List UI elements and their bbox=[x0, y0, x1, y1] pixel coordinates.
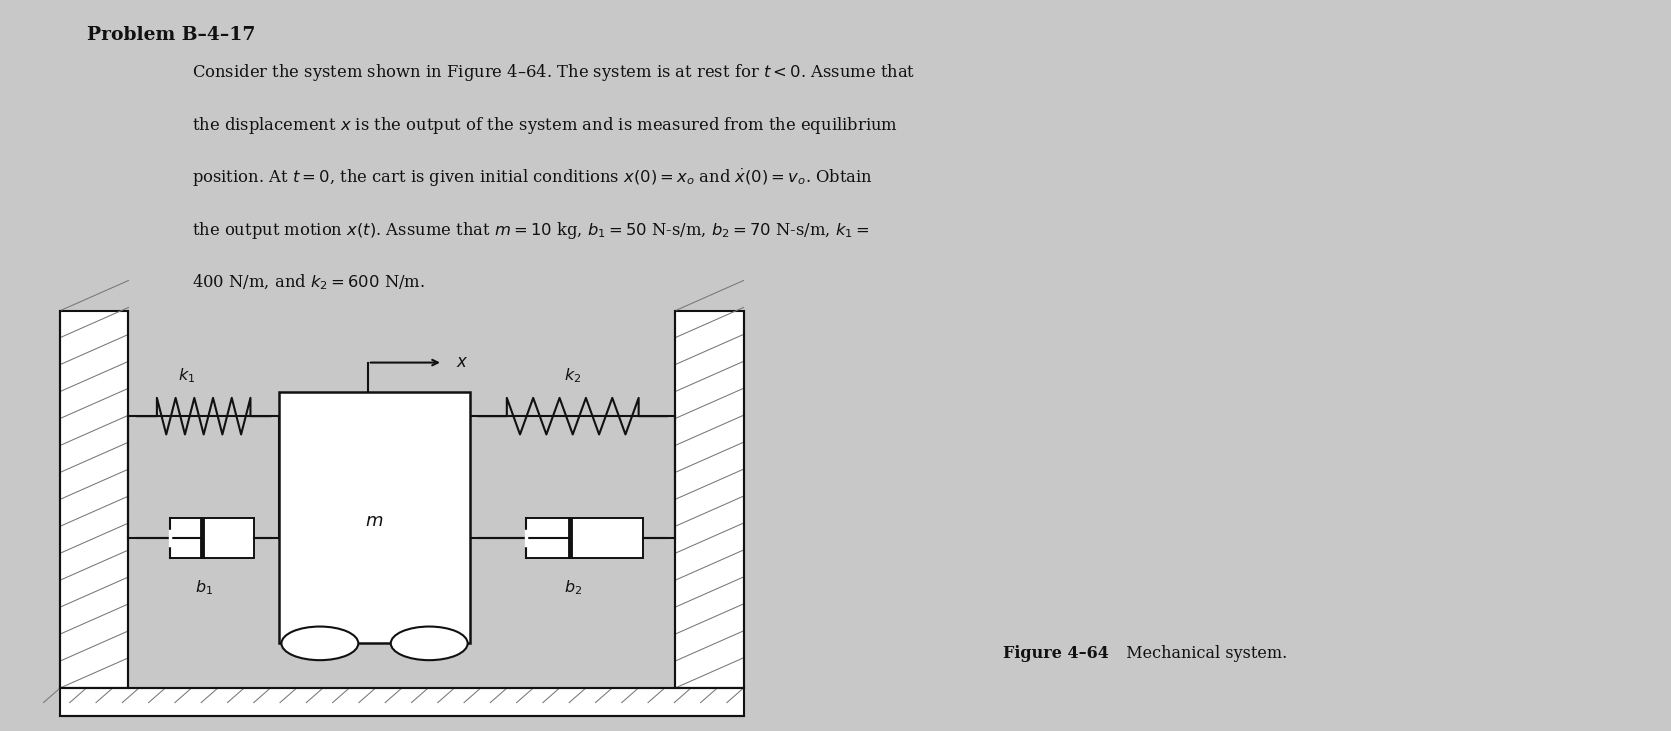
Text: $b_1$: $b_1$ bbox=[194, 578, 212, 596]
Bar bbox=[526, 518, 643, 558]
Text: $k_2$: $k_2$ bbox=[565, 367, 582, 385]
Text: the displacement $x$ is the output of the system and is measured from the equili: the displacement $x$ is the output of th… bbox=[192, 115, 897, 136]
Bar bbox=[60, 688, 744, 716]
Bar bbox=[279, 392, 470, 643]
Text: position. At $t = 0$, the cart is given initial conditions $x(0) = x_o$ and $\do: position. At $t = 0$, the cart is given … bbox=[192, 167, 874, 189]
Bar bbox=[675, 311, 744, 688]
Text: Mechanical system.: Mechanical system. bbox=[1116, 645, 1287, 662]
Circle shape bbox=[391, 626, 468, 660]
Text: the output motion $x(t)$. Assume that $m = 10$ kg, $b_1 = 50$ N-s/m, $b_2 = 70$ : the output motion $x(t)$. Assume that $m… bbox=[192, 220, 869, 241]
Text: $k_1$: $k_1$ bbox=[179, 367, 196, 385]
Text: 400 N/m, and $k_2 = 600$ N/m.: 400 N/m, and $k_2 = 600$ N/m. bbox=[192, 273, 424, 292]
Bar bbox=[60, 311, 129, 688]
Text: $b_2$: $b_2$ bbox=[563, 578, 582, 596]
Text: Figure 4–64: Figure 4–64 bbox=[1003, 645, 1108, 662]
Text: $m$: $m$ bbox=[366, 512, 384, 530]
Bar bbox=[170, 518, 254, 558]
Circle shape bbox=[281, 626, 358, 660]
Text: Consider the system shown in Figure 4–64. The system is at rest for $t < 0$. Ass: Consider the system shown in Figure 4–64… bbox=[192, 62, 916, 83]
Text: Problem B–4–17: Problem B–4–17 bbox=[87, 26, 256, 44]
Text: $x$: $x$ bbox=[456, 354, 468, 371]
